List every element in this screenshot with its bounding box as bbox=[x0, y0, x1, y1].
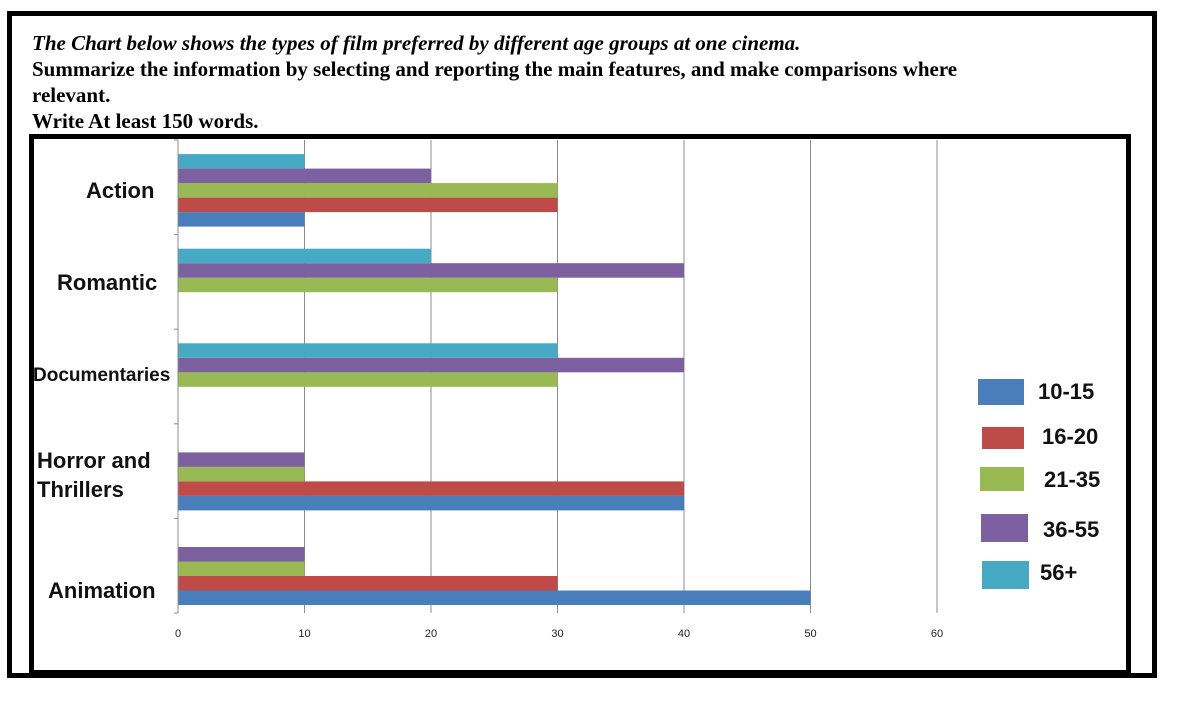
x-tick-label: 50 bbox=[804, 628, 816, 640]
x-tick-label: 30 bbox=[551, 628, 563, 640]
x-tick-label: 20 bbox=[425, 628, 437, 640]
prompt-line-3: relevant. bbox=[32, 83, 111, 107]
bar-56plus-action bbox=[178, 154, 305, 169]
prompt-line-1: The Chart below shows the types of film … bbox=[32, 31, 801, 55]
chart-frame bbox=[29, 134, 1131, 675]
category-label-horror-and-thrillers: Horror and Thrillers bbox=[37, 448, 151, 502]
prompt-line-2: Summarize the information by selecting a… bbox=[32, 57, 958, 81]
bar-36-55-romantic bbox=[178, 263, 684, 278]
bar-21-35-horror-and-thrillers bbox=[178, 466, 305, 482]
x-tick-label: 0 bbox=[175, 628, 181, 640]
bar-10-15-horror-and-thrillers bbox=[178, 495, 684, 511]
legend-label-36-55: 36-55 bbox=[1043, 517, 1099, 542]
bar-56plus-romantic bbox=[178, 248, 431, 264]
category-label-documentaries: Documentaries bbox=[33, 365, 170, 386]
bar-10-15-animation bbox=[178, 590, 811, 605]
x-tick-label: 60 bbox=[931, 628, 943, 640]
bar-36-55-animation bbox=[178, 547, 305, 562]
prompt-line-4: Write At least 150 words. bbox=[32, 109, 259, 133]
legend-swatch-10-15 bbox=[978, 379, 1024, 405]
bar-16-20-action bbox=[178, 197, 558, 213]
bar-16-20-animation bbox=[178, 576, 558, 591]
legend-label-21-35: 21-35 bbox=[1044, 467, 1100, 492]
bar-16-20-horror-and-thrillers bbox=[178, 481, 684, 496]
legend-swatch-56plus bbox=[982, 561, 1029, 589]
bar-56plus-documentaries bbox=[178, 343, 558, 358]
bar-36-55-documentaries bbox=[178, 357, 684, 373]
task-prompt: The Chart below shows the types of film … bbox=[32, 30, 1142, 134]
bar-10-15-action bbox=[178, 212, 305, 227]
x-tick-label: 40 bbox=[678, 628, 690, 640]
bar-21-35-animation bbox=[178, 561, 305, 576]
legend-swatch-21-35 bbox=[980, 467, 1024, 491]
category-label-animation: Animation bbox=[48, 578, 156, 603]
bar-21-35-romantic bbox=[178, 277, 558, 293]
category-label-action: Action bbox=[86, 178, 154, 203]
bar-36-55-horror-and-thrillers bbox=[178, 452, 305, 467]
x-tick-label: 10 bbox=[298, 628, 310, 640]
category-label-romantic: Romantic bbox=[57, 270, 157, 295]
legend-label-56plus: 56+ bbox=[1040, 560, 1077, 585]
bar-36-55-action bbox=[178, 168, 431, 184]
legend-label-10-15: 10-15 bbox=[1038, 379, 1094, 404]
legend-label-16-20: 16-20 bbox=[1042, 424, 1098, 449]
legend-swatch-36-55 bbox=[981, 514, 1028, 542]
bar-21-35-documentaries bbox=[178, 372, 558, 387]
bar-21-35-action bbox=[178, 183, 558, 198]
legend-swatch-16-20 bbox=[982, 427, 1024, 449]
outer-frame bbox=[7, 11, 1157, 678]
